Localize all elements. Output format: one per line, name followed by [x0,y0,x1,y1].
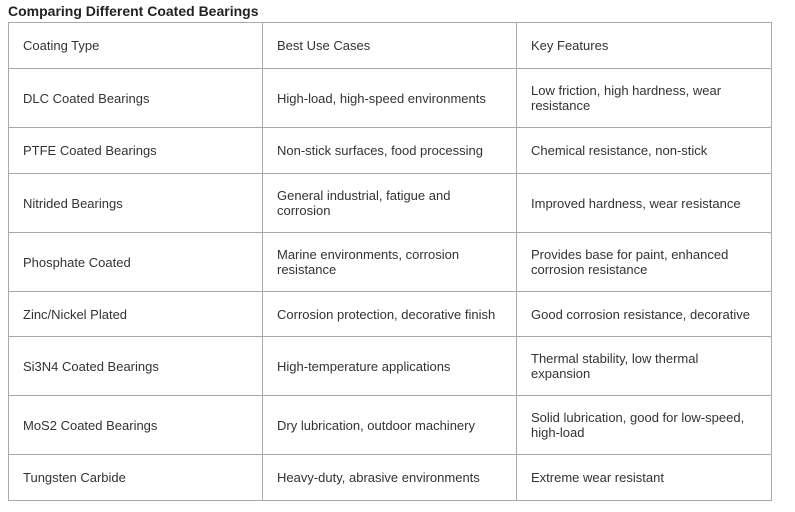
table-row: Si3N4 Coated Bearings High-temperature a… [8,336,772,396]
best-use-cases-cell: General industrial, fatigue and corrosio… [262,173,517,233]
coating-type-cell: Tungsten Carbide [8,454,263,501]
key-features-cell: Provides base for paint, enhanced corros… [516,232,772,292]
key-features-cell: Low friction, high hardness, wear resist… [516,68,772,128]
table-row: DLC Coated Bearings High-load, high-spee… [8,68,772,128]
best-use-cases-cell: Heavy-duty, abrasive environments [262,454,517,501]
table-row: Zinc/Nickel Plated Corrosion protection,… [8,291,772,337]
coating-type-cell: DLC Coated Bearings [8,68,263,128]
coated-bearings-table: Coating Type Best Use Cases Key Features… [8,22,772,501]
coating-type-cell: Zinc/Nickel Plated [8,291,263,337]
key-features-cell: Improved hardness, wear resistance [516,173,772,233]
best-use-cases-cell: High-temperature applications [262,336,517,396]
key-features-cell: Thermal stability, low thermal expansion [516,336,772,396]
best-use-cases-cell: Non-stick surfaces, food processing [262,127,517,174]
header-key-features: Key Features [516,22,772,69]
best-use-cases-cell: Marine environments, corrosion resistanc… [262,232,517,292]
header-coating-type: Coating Type [8,22,263,69]
table-row: Nitrided Bearings General industrial, fa… [8,173,772,233]
table-row: Tungsten Carbide Heavy-duty, abrasive en… [8,454,772,501]
table-row: Phosphate Coated Marine environments, co… [8,232,772,292]
best-use-cases-cell: High-load, high-speed environments [262,68,517,128]
key-features-cell: Solid lubrication, good for low-speed, h… [516,395,772,455]
table-row: MoS2 Coated Bearings Dry lubrication, ou… [8,395,772,455]
key-features-cell: Extreme wear resistant [516,454,772,501]
coating-type-cell: PTFE Coated Bearings [8,127,263,174]
key-features-cell: Chemical resistance, non-stick [516,127,772,174]
header-best-use-cases: Best Use Cases [262,22,517,69]
coating-type-cell: Nitrided Bearings [8,173,263,233]
coating-type-cell: Si3N4 Coated Bearings [8,336,263,396]
coating-type-cell: Phosphate Coated [8,232,263,292]
page-title: Comparing Different Coated Bearings [8,3,259,19]
key-features-cell: Good corrosion resistance, decorative [516,291,772,337]
best-use-cases-cell: Dry lubrication, outdoor machinery [262,395,517,455]
table-row: PTFE Coated Bearings Non-stick surfaces,… [8,127,772,174]
best-use-cases-cell: Corrosion protection, decorative finish [262,291,517,337]
coating-type-cell: MoS2 Coated Bearings [8,395,263,455]
table-header-row: Coating Type Best Use Cases Key Features [8,22,772,69]
